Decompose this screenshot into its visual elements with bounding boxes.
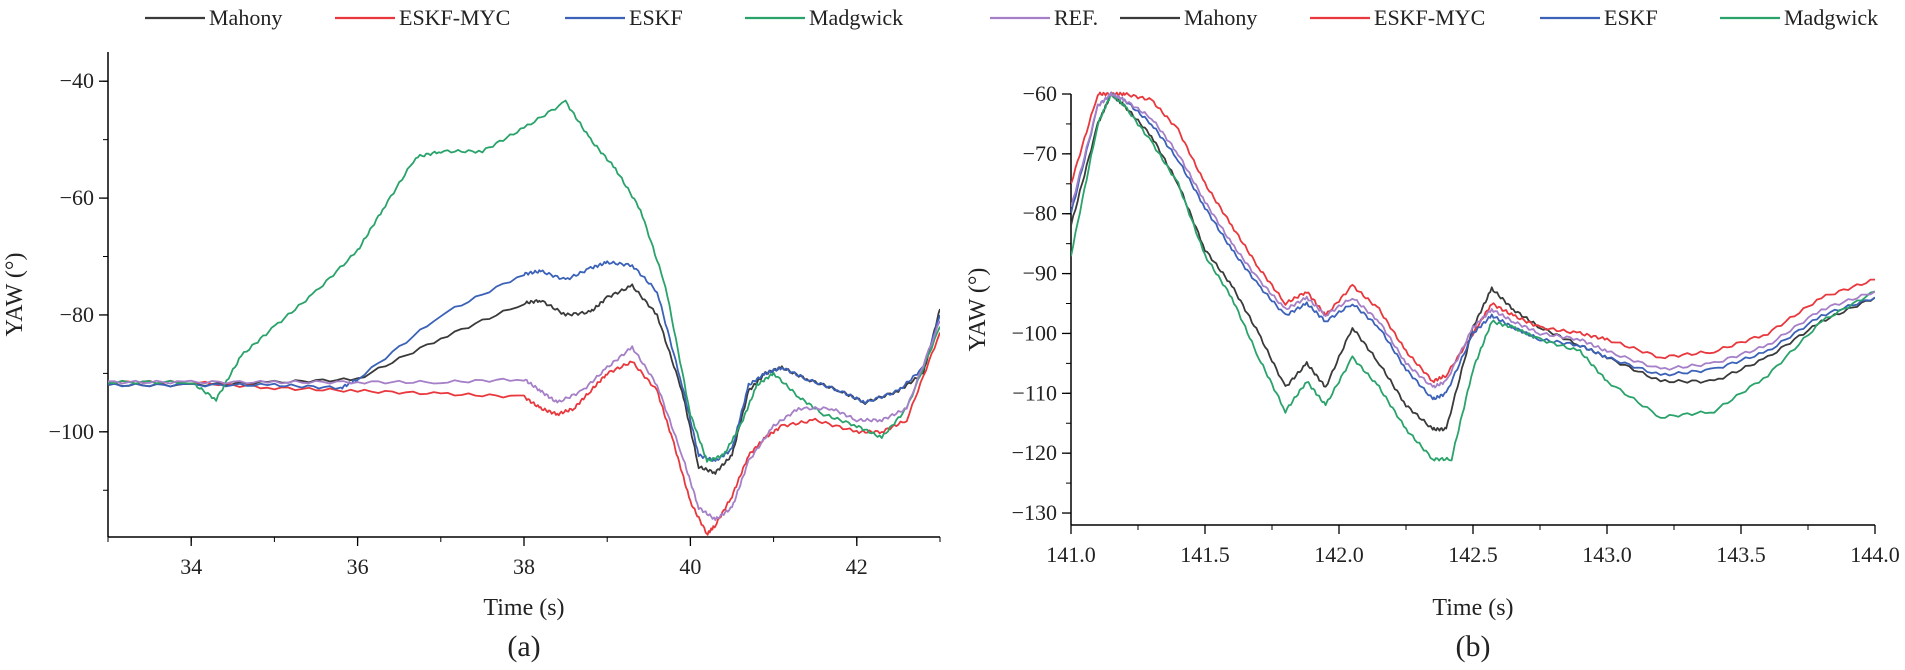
series-line-mahony <box>1071 91 1875 432</box>
series-line-madgwick <box>1071 93 1875 462</box>
x-tick-label: 40 <box>679 554 701 579</box>
series-line-eskf-myc <box>108 332 940 536</box>
x-tick-label: 142.5 <box>1448 542 1498 567</box>
x-tick-label: 42 <box>846 554 868 579</box>
legend-label-eskf-myc: ESKF-MYC <box>399 5 510 30</box>
y-axis-label: YAW (°) <box>965 268 991 352</box>
y-tick-label: −70 <box>1023 141 1057 166</box>
series-line-eskf <box>108 260 940 462</box>
y-tick-label: −100 <box>49 419 94 444</box>
series-line-eskf <box>1071 91 1875 401</box>
series-line-ref <box>108 320 940 522</box>
legend-label-eskf-myc: ESKF-MYC <box>1374 5 1485 30</box>
y-tick-label: −90 <box>1023 261 1057 286</box>
panel-a: −40 −60 −80 −100 34 36 38 40 42 Time (s) YAW (°) Ma… <box>2 5 1098 663</box>
series-line-madgwick <box>108 99 940 463</box>
legend-label-eskf: ESKF <box>1604 5 1658 30</box>
x-tick-label: 38 <box>513 554 535 579</box>
y-tick-label: −60 <box>1023 81 1057 106</box>
x-tick-label: 141.5 <box>1180 542 1230 567</box>
series-line-ref <box>1071 92 1875 389</box>
legend-label-madgwick: Madgwick <box>809 5 903 30</box>
y-tick-label: −60 <box>60 185 94 210</box>
x-axis-label: Time (s) <box>1432 595 1513 621</box>
legend-label-ref: REF. <box>1054 5 1098 30</box>
x-tick-label: 144.0 <box>1850 542 1900 567</box>
y-tick-label: −120 <box>1012 440 1057 465</box>
legend-label-mahony: Mahony <box>1184 5 1257 30</box>
x-tick-label: 34 <box>180 554 202 579</box>
x-tick-label: 142.0 <box>1314 542 1364 567</box>
legend-label-mahony: Mahony <box>209 5 282 30</box>
y-tick-label: −110 <box>1012 380 1057 405</box>
series-line-mahony <box>108 283 940 475</box>
series-group <box>1071 91 1875 462</box>
x-tick-label: 143.0 <box>1582 542 1632 567</box>
series-group <box>108 99 940 536</box>
panel-label: (b) <box>1456 630 1491 663</box>
y-tick-label: −40 <box>60 68 94 93</box>
x-axis-label: Time (s) <box>483 595 564 621</box>
panel-label: (a) <box>507 630 540 663</box>
legend-label-madgwick: Madgwick <box>1784 5 1878 30</box>
y-tick-label: −80 <box>1023 201 1057 226</box>
x-tick-label: 143.5 <box>1716 542 1766 567</box>
y-tick-label: −130 <box>1012 500 1057 525</box>
x-tick-label: 36 <box>347 554 369 579</box>
legend-label-eskf: ESKF <box>629 5 683 30</box>
y-tick-label: −80 <box>60 302 94 327</box>
series-line-eskf-myc <box>1071 91 1875 384</box>
x-tick-label: 141.0 <box>1046 542 1096 567</box>
panel-b: −60 −70 −80 −90 −100 −110 −120 −130 141.0 141.5 14… <box>965 5 1900 663</box>
y-axis-label: YAW (°) <box>2 253 28 337</box>
y-tick-label: −100 <box>1012 320 1057 345</box>
